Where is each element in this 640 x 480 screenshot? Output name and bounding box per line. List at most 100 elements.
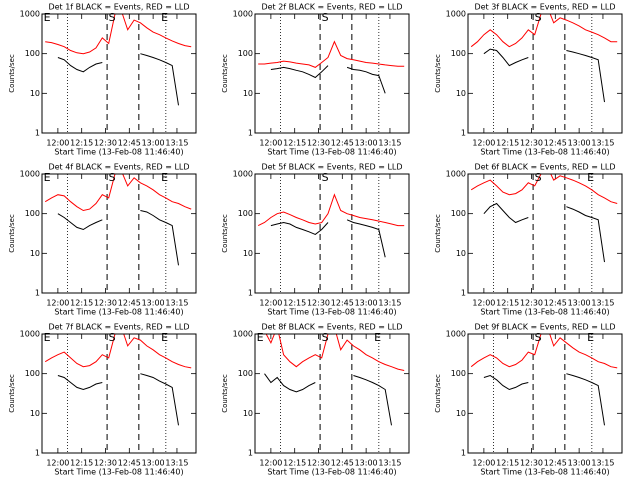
annotation: S — [322, 11, 329, 24]
data-line — [57, 210, 179, 266]
plot-area — [44, 174, 192, 293]
y-axis-label: Counts/sec — [434, 214, 442, 253]
x-tick-label: 13:15 — [165, 459, 188, 468]
plot-area — [258, 334, 405, 453]
chart-title: Det 4f BLACK = Events, RED = LLD — [48, 163, 189, 172]
annotation: S — [109, 171, 116, 184]
x-axis-label: Start Time (13-Feb-08 11:46:40) — [480, 308, 609, 317]
x-tick-label: 12:30 — [94, 139, 117, 148]
x-tick-label: 12:00 — [46, 459, 69, 468]
x-tick-label: 13:00 — [142, 139, 165, 148]
data-line — [258, 40, 405, 68]
plot-frame — [254, 13, 410, 134]
annotation: E — [587, 171, 594, 184]
y-tick-label: 1 — [35, 449, 40, 458]
plot-area — [470, 334, 618, 453]
y-tick-label: 1 — [461, 289, 466, 298]
x-tick-label: 12:30 — [94, 299, 117, 308]
x-axis-label: Start Time (13-Feb-08 11:46:40) — [54, 468, 183, 477]
annotation: S — [322, 171, 329, 184]
y-axis-label: Counts/sec — [221, 214, 229, 253]
y-tick-label: 1 — [35, 289, 40, 298]
annotation: E — [257, 331, 264, 344]
x-tick-label: 13:00 — [355, 459, 378, 468]
y-axis-label: Counts/sec — [221, 54, 229, 93]
x-tick-label: 12:15 — [496, 139, 519, 148]
data-line — [270, 219, 386, 258]
plot-frame — [254, 173, 410, 294]
annotation: E — [44, 331, 51, 344]
plot-area — [44, 334, 192, 453]
x-tick-label: 13:00 — [568, 299, 591, 308]
y-tick-label: 100 — [238, 49, 253, 58]
x-tick-label: 12:15 — [70, 299, 93, 308]
y-tick-label: 1 — [35, 129, 40, 138]
annotation: E — [587, 331, 594, 344]
plot-frame — [467, 173, 623, 294]
x-tick-label: 12:00 — [259, 459, 282, 468]
chart-title: Det 7f BLACK = Events, RED = LLD — [48, 323, 189, 332]
y-tick-label: 10 — [456, 89, 466, 98]
annotation: S — [109, 331, 116, 344]
data-line — [57, 53, 179, 106]
x-tick-label: 12:45 — [544, 139, 567, 148]
x-tick-label: 13:00 — [568, 459, 591, 468]
y-tick-label: 10 — [243, 89, 253, 98]
chart-title: Det 1f BLACK = Events, RED = LLD — [48, 3, 189, 12]
chart-title: Det 9f BLACK = Events, RED = LLD — [474, 323, 615, 332]
x-axis-label: Start Time (13-Feb-08 11:46:40) — [267, 468, 396, 477]
x-tick-label: 13:15 — [591, 459, 614, 468]
x-tick-label: 12:45 — [331, 299, 354, 308]
y-tick-label: 1 — [248, 129, 253, 138]
y-axis-label: Counts/sec — [8, 214, 16, 253]
plot-frame — [41, 173, 197, 294]
plot-area — [257, 174, 405, 293]
plot-area — [470, 14, 618, 133]
panel: Det 8f BLACK = Events, RED = LLD Start Ti… — [221, 323, 410, 477]
x-tick-label: 12:30 — [520, 459, 543, 468]
panel: Det 2f BLACK = Events, RED = LLD Start Ti… — [221, 3, 410, 157]
x-tick-label: 12:15 — [496, 459, 519, 468]
y-tick-label: 10 — [456, 249, 466, 258]
y-tick-label: 1000 — [20, 10, 40, 19]
data-line — [270, 65, 386, 94]
panel: Det 6f BLACK = Events, RED = LLD Start Ti… — [434, 163, 623, 317]
plot-frame — [467, 333, 623, 454]
panel: Det 3f BLACK = Events, RED = LLD Start Ti… — [434, 3, 623, 157]
data-line — [483, 48, 605, 103]
x-tick-label: 12:00 — [259, 299, 282, 308]
x-tick-label: 13:00 — [142, 459, 165, 468]
x-axis-label: Start Time (13-Feb-08 11:46:40) — [267, 308, 396, 317]
annotation: E — [374, 331, 381, 344]
x-tick-label: 12:00 — [472, 459, 495, 468]
x-tick-label: 12:15 — [283, 459, 306, 468]
y-tick-label: 10 — [243, 409, 253, 418]
y-tick-label: 1000 — [20, 330, 40, 339]
y-tick-label: 1 — [248, 449, 253, 458]
x-tick-label: 12:15 — [496, 299, 519, 308]
annotation: E — [161, 331, 168, 344]
data-line — [258, 334, 405, 371]
x-tick-label: 13:15 — [165, 139, 188, 148]
y-tick-label: 1000 — [233, 10, 253, 19]
x-axis-label: Start Time (13-Feb-08 11:46:40) — [54, 148, 183, 157]
x-tick-label: 12:15 — [283, 299, 306, 308]
chart-title: Det 5f BLACK = Events, RED = LLD — [261, 163, 402, 172]
y-tick-label: 100 — [25, 49, 40, 58]
y-tick-label: 1000 — [446, 170, 466, 179]
x-axis-label: Start Time (13-Feb-08 11:46:40) — [267, 148, 396, 157]
y-axis-label: Counts/sec — [8, 374, 16, 413]
y-tick-label: 10 — [243, 249, 253, 258]
x-tick-label: 12:45 — [118, 139, 141, 148]
plot-area — [258, 14, 405, 133]
y-tick-label: 100 — [238, 369, 253, 378]
plot-frame — [41, 333, 197, 454]
y-tick-label: 100 — [25, 369, 40, 378]
plot-frame — [467, 13, 623, 134]
panel: Det 4f BLACK = Events, RED = LLD Start Ti… — [8, 163, 197, 317]
annotation: E — [161, 11, 168, 24]
chart-title: Det 2f BLACK = Events, RED = LLD — [261, 3, 402, 12]
panel: Det 9f BLACK = Events, RED = LLD Start Ti… — [434, 323, 623, 477]
x-tick-label: 12:45 — [118, 459, 141, 468]
x-tick-label: 12:30 — [520, 139, 543, 148]
